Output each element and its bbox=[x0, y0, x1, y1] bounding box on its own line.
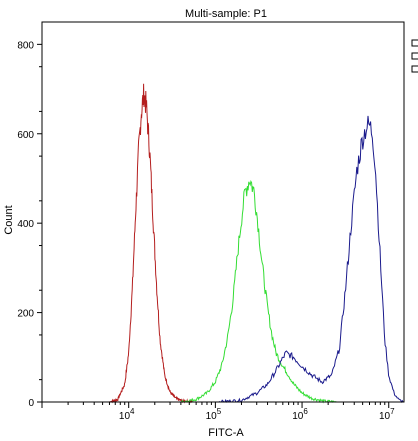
x-tick-label: 104 bbox=[119, 407, 135, 422]
legend-marker-2 bbox=[411, 52, 418, 60]
x-tick-label: 107 bbox=[379, 407, 395, 422]
y-tick-label: 600 bbox=[17, 130, 34, 141]
x-tick-label: 106 bbox=[292, 407, 308, 422]
x-tick-label: 105 bbox=[206, 407, 222, 422]
y-axis-label: Count bbox=[3, 205, 15, 234]
y-tick-label: 200 bbox=[17, 309, 34, 320]
legend-markers bbox=[411, 39, 418, 73]
series-line-2 bbox=[180, 180, 337, 404]
y-tick-label: 800 bbox=[17, 40, 34, 51]
series-line-1 bbox=[109, 83, 193, 404]
chart-title: Multi-sample: P1 bbox=[185, 8, 267, 20]
y-tick-label: 400 bbox=[17, 219, 34, 230]
x-axis-label: FITC-A bbox=[208, 427, 244, 439]
plot-frame bbox=[41, 21, 405, 403]
series-line-3 bbox=[215, 115, 404, 404]
legend-marker-1 bbox=[411, 39, 418, 47]
legend-marker-3 bbox=[411, 65, 418, 73]
y-tick-label: 0 bbox=[28, 398, 34, 409]
